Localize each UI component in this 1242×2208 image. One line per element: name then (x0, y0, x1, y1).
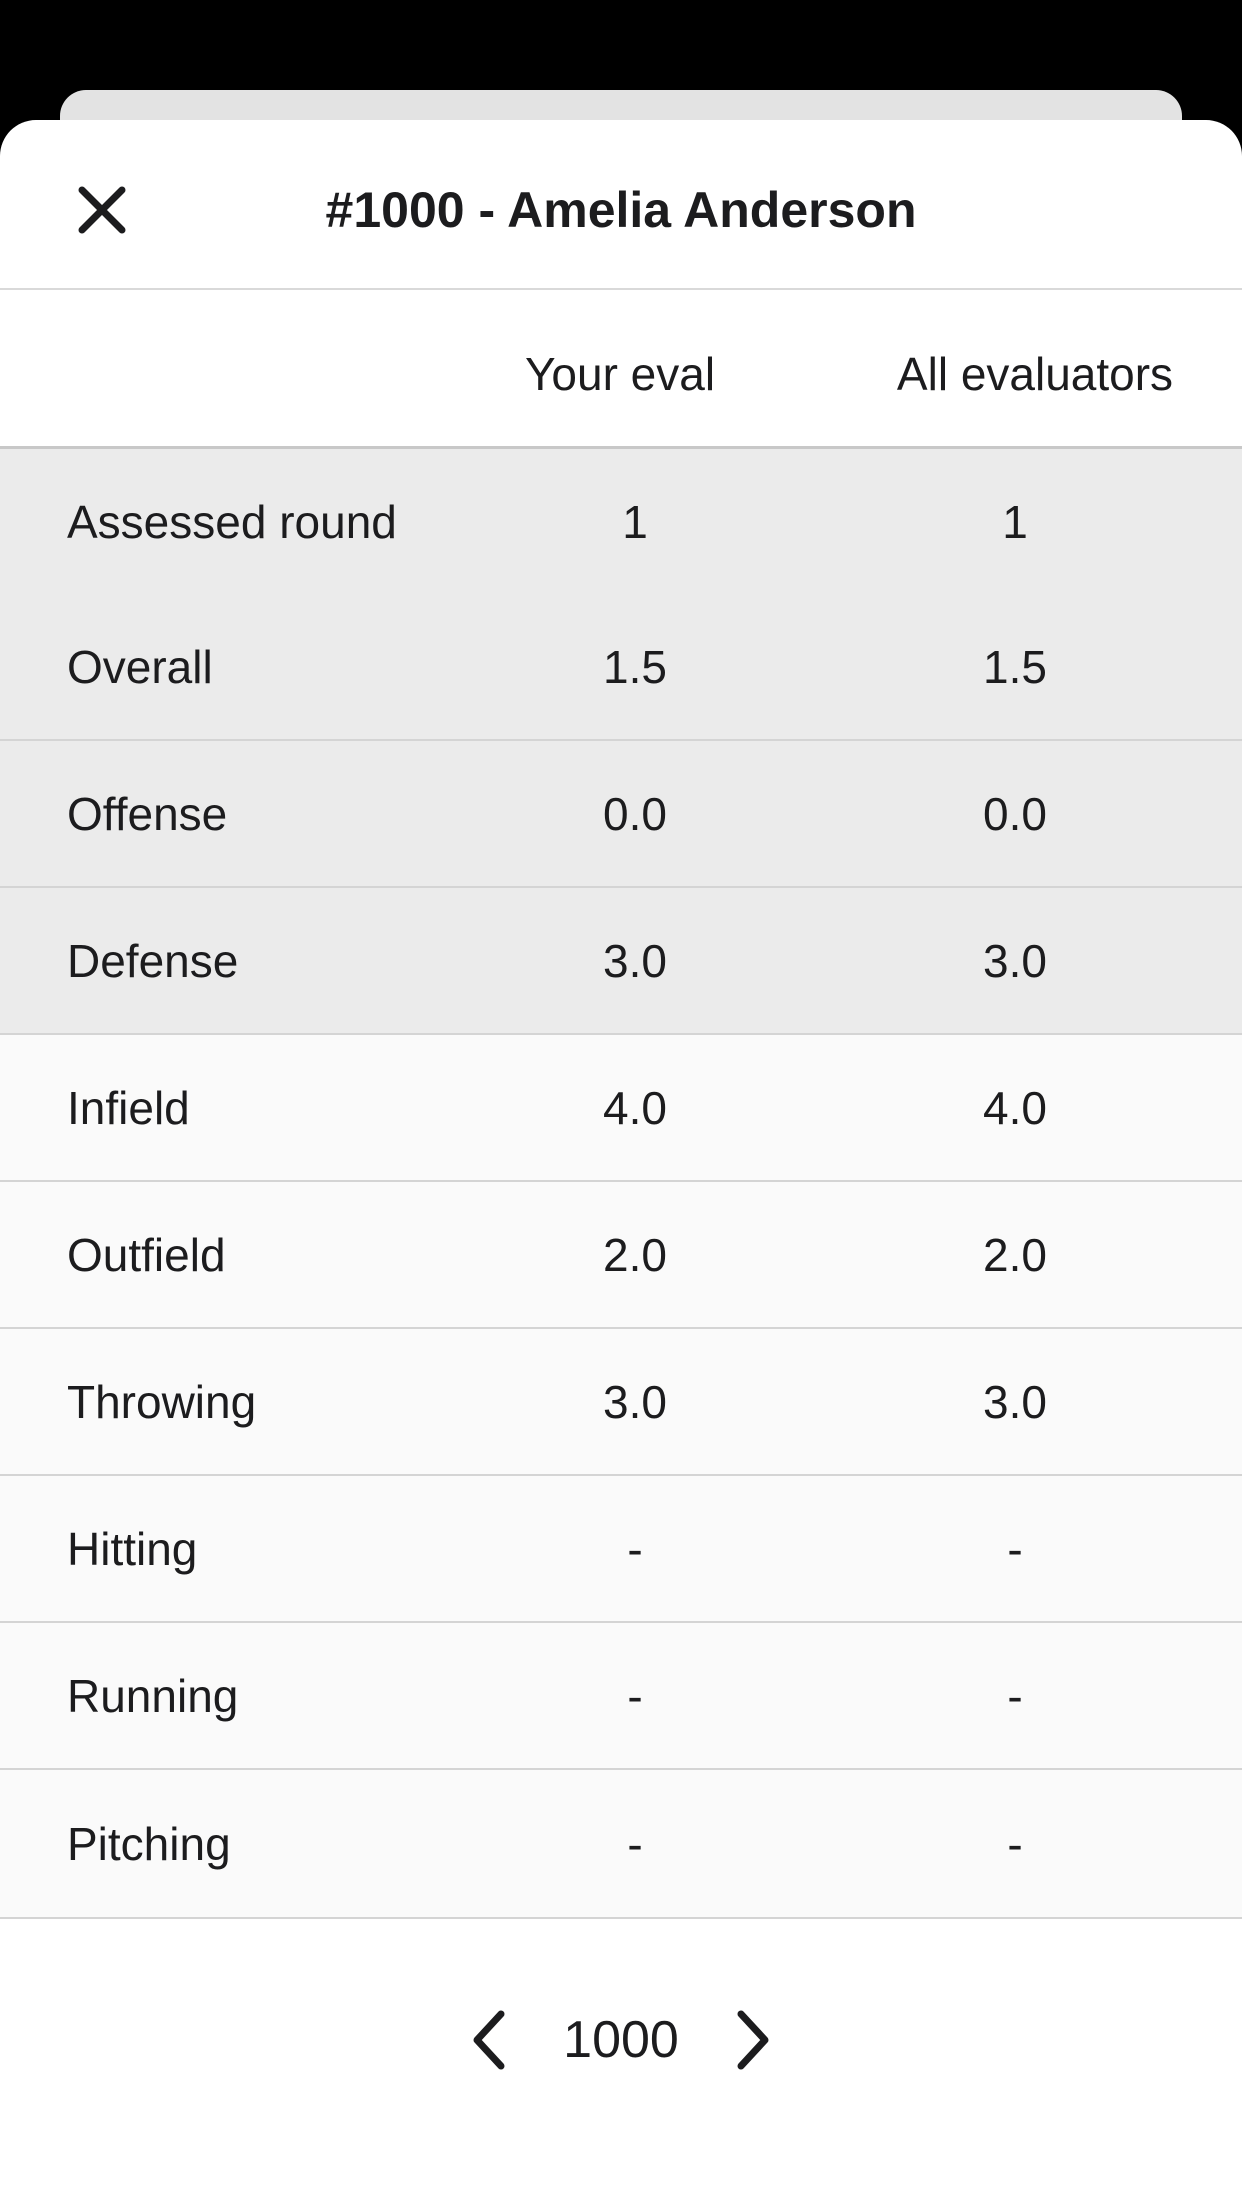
column-header-all-evaluators: All evaluators (896, 348, 1174, 400)
your-eval-value: 0.0 (603, 787, 667, 840)
table-row: Defense 3.0 3.0 (0, 888, 1242, 1035)
all-evaluators-value: 3.0 (983, 1375, 1047, 1428)
chevron-left-icon (473, 2010, 505, 2070)
close-icon (78, 186, 126, 234)
all-evaluators-value: - (1007, 1522, 1023, 1575)
your-eval-value: 1 (622, 495, 648, 548)
chevron-right-icon (737, 2010, 769, 2070)
table-row: Pitching - - (0, 1770, 1242, 1919)
all-evaluators-value: 4.0 (983, 1081, 1047, 1134)
table-row: Assessed round 1 1 (0, 449, 1242, 594)
table-row: Offense 0.0 0.0 (0, 741, 1242, 888)
close-button[interactable] (62, 170, 142, 250)
pager: 1000 (0, 1980, 1242, 2100)
all-evaluators-value: - (1007, 1669, 1023, 1722)
row-label: Overall (67, 640, 213, 693)
table-row: Hitting - - (0, 1476, 1242, 1623)
your-eval-value: - (627, 1522, 643, 1575)
all-evaluators-value: 2.0 (983, 1228, 1047, 1281)
sheet-header: #1000 - Amelia Anderson (0, 120, 1242, 290)
your-eval-value: 1.5 (603, 640, 667, 693)
column-header-your-eval: Your eval (524, 348, 716, 400)
all-evaluators-value: 1 (1002, 495, 1028, 548)
your-eval-value: 4.0 (603, 1081, 667, 1134)
row-label: Offense (67, 787, 228, 840)
your-eval-value: 3.0 (603, 934, 667, 987)
table-row: Running - - (0, 1623, 1242, 1770)
table-row: Throwing 3.0 3.0 (0, 1329, 1242, 1476)
row-label: Assessed round (67, 495, 397, 548)
row-label: Pitching (67, 1817, 231, 1870)
your-eval-value: - (627, 1669, 643, 1722)
row-label: Throwing (67, 1375, 257, 1428)
row-label: Defense (67, 934, 239, 987)
your-eval-value: - (627, 1817, 643, 1870)
row-label: Hitting (67, 1522, 198, 1575)
page-title: #1000 - Amelia Anderson (325, 182, 917, 238)
next-button[interactable] (713, 2000, 793, 2080)
table-row: Overall 1.5 1.5 (0, 594, 1242, 741)
page-number: 1000 (563, 2011, 679, 2069)
row-label: Outfield (67, 1228, 226, 1281)
evaluation-sheet: #1000 - Amelia Anderson Your eval All ev… (0, 120, 1242, 2208)
all-evaluators-value: 3.0 (983, 934, 1047, 987)
all-evaluators-value: - (1007, 1817, 1023, 1870)
row-label: Infield (67, 1081, 190, 1134)
your-eval-value: 3.0 (603, 1375, 667, 1428)
row-label: Running (67, 1669, 239, 1722)
all-evaluators-value: 0.0 (983, 787, 1047, 840)
your-eval-value: 2.0 (603, 1228, 667, 1281)
previous-button[interactable] (449, 2000, 529, 2080)
table-row: Infield 4.0 4.0 (0, 1035, 1242, 1182)
all-evaluators-value: 1.5 (983, 640, 1047, 693)
table-header: Your eval All evaluators (0, 290, 1242, 449)
table-row: Outfield 2.0 2.0 (0, 1182, 1242, 1329)
